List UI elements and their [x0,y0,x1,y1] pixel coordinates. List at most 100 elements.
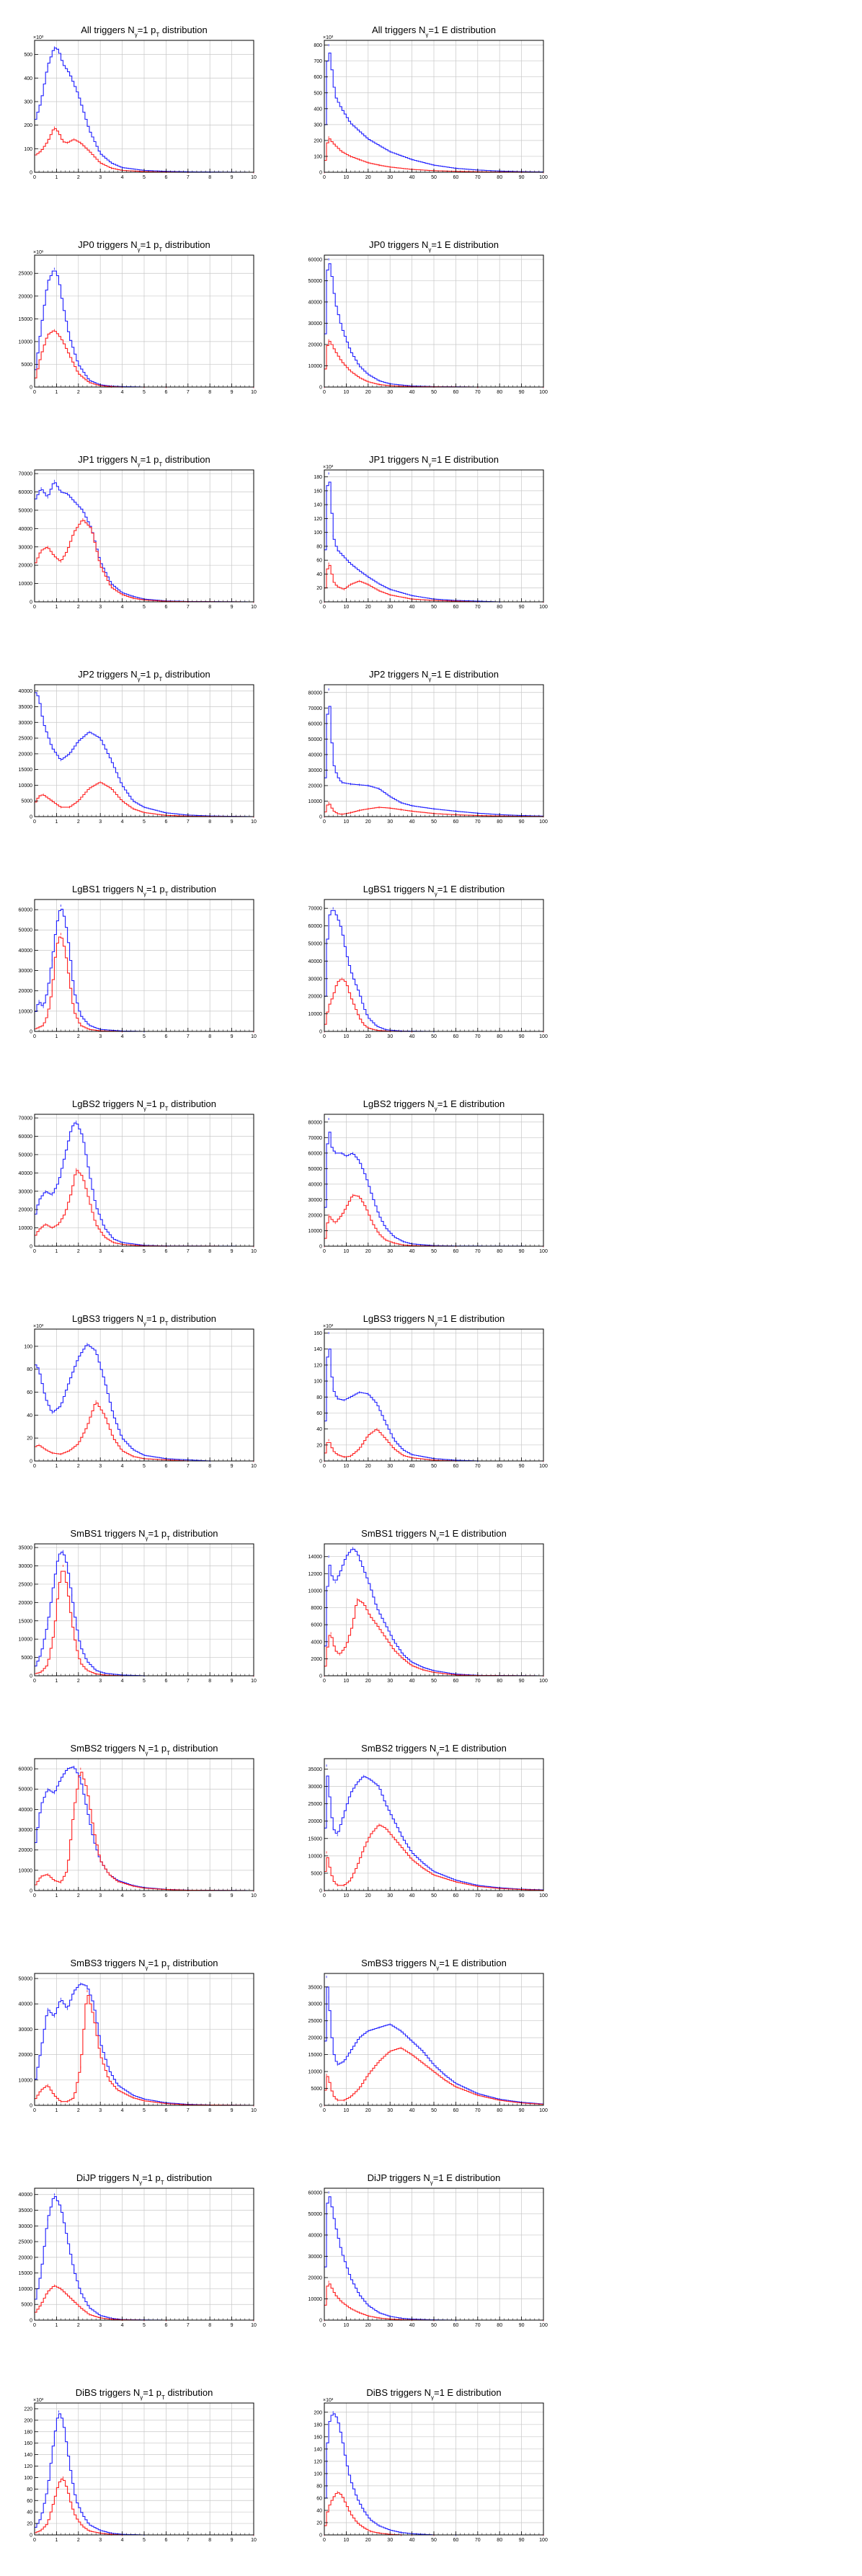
x-tick-label: 7 [187,1034,190,1039]
x-tick-label: 70 [475,1249,481,1254]
y-tick-label: 0 [30,386,32,391]
y-tick-label: 50000 [19,928,33,933]
x-tick-label: 0 [33,2323,36,2328]
y-tick-label: 60 [316,2496,322,2501]
y-tick-label: 400 [314,107,322,112]
histogram-panel: DiBS triggers Nγ=1 E distribution 0 20 40 60… [314,2387,548,2543]
y-tick-label: 30000 [19,1564,33,1569]
y-tick-label: 120 [314,1363,322,1368]
y-tick-label: 10000 [19,783,33,789]
x-tick-label: 6 [164,2538,167,2543]
x-tick-label: 4 [121,1893,124,1898]
panel-title: JP0 triggers Nγ=1 pT distribution [78,239,210,253]
y-tick-label: 200 [314,138,322,143]
panel-title: SmBS2 triggers Nγ=1 E distribution [361,1743,507,1756]
x-tick-label: 5 [143,2538,146,2543]
x-tick-label: 6 [164,1893,167,1898]
y-tick-label: 30000 [19,2224,33,2229]
y-tick-label: 80 [316,544,322,549]
x-tick-label: 20 [365,390,371,395]
y-tick-label: 20000 [308,1213,323,1218]
x-tick-label: 7 [187,175,190,180]
x-tick-label: 6 [164,175,167,180]
x-tick-label: 6 [164,1464,167,1469]
y-tick-label: 60000 [308,721,323,727]
y-tick-label: 60000 [308,924,323,929]
x-tick-label: 10 [251,2323,257,2328]
y-tick-label: 160 [314,489,322,494]
y-tick-label: 180 [314,2422,322,2428]
x-tick-label: 80 [497,1464,502,1469]
y-tick-label: 60000 [19,490,33,495]
histogram-panel: LgBS1 triggers Nγ=1 pT distribution 0 1000… [19,884,257,1039]
x-tick-label: 10 [251,2108,257,2113]
x-tick-label: 30 [387,175,393,180]
x-tick-label: 50 [431,175,437,180]
y-tick-label: 40000 [19,949,33,954]
y-tick-label: 25000 [19,2240,33,2245]
y-tick-label: 180 [24,2430,32,2435]
x-tick-label: 8 [208,1249,211,1254]
y-tick-label: 80 [27,1367,32,1372]
y-tick-label: 25000 [308,1802,323,1807]
x-tick-label: 20 [365,175,371,180]
x-tick-label: 30 [387,1034,393,1039]
y-tick-label: 0 [30,1245,32,1250]
x-tick-label: 0 [33,2538,36,2543]
y-tick-label: 40 [27,1413,32,1418]
y-tick-label: 300 [24,99,32,105]
x-tick-label: 10 [251,390,257,395]
x-tick-label: 80 [497,2538,502,2543]
x-tick-label: 8 [208,820,211,825]
y-axis-multiplier: ×10³ [323,1324,334,1329]
x-tick-label: 90 [519,390,525,395]
y-tick-label: 140 [314,503,322,508]
x-tick-label: 60 [453,1034,459,1039]
x-tick-label: 40 [409,605,415,610]
panel-title: All triggers Nγ=1 pT distribution [81,25,207,38]
y-tick-label: 50000 [308,2212,323,2217]
x-tick-label: 1 [55,175,58,180]
y-tick-label: 15000 [19,2271,33,2276]
y-tick-label: 25000 [19,272,33,277]
series-line-red [324,2048,543,2105]
x-tick-label: 4 [121,605,124,610]
x-tick-label: 2 [77,1464,80,1469]
histogram-panel: LgBS3 triggers Nγ=1 pT distribution02040… [24,1313,257,1469]
y-tick-label: 20000 [19,1848,33,1853]
x-tick-label: 9 [231,1249,234,1254]
x-tick-label: 5 [143,1249,146,1254]
y-tick-label: 50000 [19,1152,33,1158]
x-tick-label: 70 [475,390,481,395]
x-tick-label: 100 [539,175,548,180]
panel-title: JP1 triggers Nγ=1 E distribution [369,454,499,468]
y-tick-label: 20000 [19,1208,33,1213]
y-tick-label: 50000 [19,508,33,513]
y-tick-label: 0 [30,600,32,605]
x-tick-label: 10 [344,1249,350,1254]
x-tick-label: 6 [164,605,167,610]
x-tick-label: 10 [344,1679,350,1684]
y-tick-label: 14000 [308,1555,323,1560]
y-tick-label: 160 [24,2441,32,2446]
y-tick-label: 120 [314,2459,322,2464]
y-tick-label: 4000 [311,1640,322,1645]
histogram-panel: JP0 triggers Nγ=1 pT distribution0500010… [19,239,257,395]
x-tick-label: 100 [539,1464,548,1469]
x-tick-label: 5 [143,1893,146,1898]
x-tick-label: 100 [539,1679,548,1684]
x-tick-label: 1 [55,2538,58,2543]
y-tick-label: 30000 [19,969,33,974]
panel-title: DiBS triggers Nγ=1 pT distribution [76,2387,213,2401]
y-tick-label: 60 [316,1411,322,1416]
y-tick-label: 10000 [19,2078,33,2083]
y-tick-label: 10000 [308,2297,323,2302]
y-tick-label: 20000 [19,1601,33,1606]
y-tick-label: 20000 [19,294,33,299]
y-tick-label: 0 [319,2104,322,2109]
x-tick-label: 6 [164,390,167,395]
x-tick-label: 60 [453,390,459,395]
x-tick-label: 4 [121,1034,124,1039]
y-tick-label: 50000 [19,1977,33,1982]
x-tick-label: 8 [208,2323,211,2328]
